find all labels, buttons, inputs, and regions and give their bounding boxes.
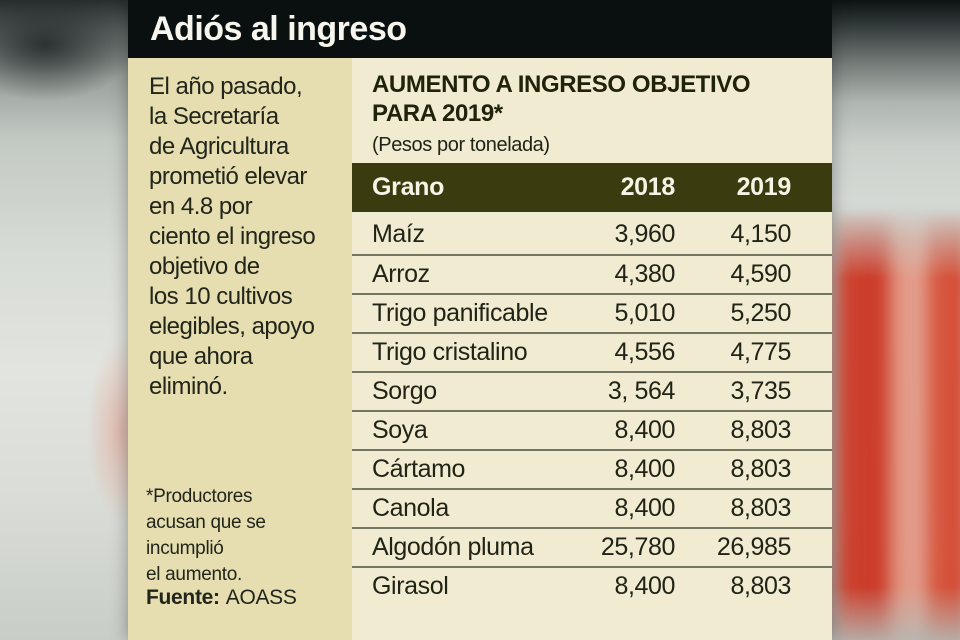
footnote: *Productores acusan que se incumplió el … bbox=[146, 486, 266, 585]
table-rows: Maíz 3,960 4,150 Arroz 4,380 4,590 Trigo… bbox=[352, 215, 832, 605]
cell-grano: Canola bbox=[372, 494, 449, 522]
cell-2019: 8,803 bbox=[730, 572, 791, 600]
cell-2018: 3, 564 bbox=[607, 377, 676, 405]
table-row: Canola 8,400 8,803 bbox=[352, 488, 832, 527]
cell-2018: 3,960 bbox=[614, 220, 675, 248]
cell-grano: Trigo panificable bbox=[372, 299, 548, 327]
cell-2019: 4,150 bbox=[730, 220, 791, 248]
cell-2019: 3,735 bbox=[730, 377, 791, 405]
cell-2018: 8,400 bbox=[614, 572, 675, 600]
table-row: Cártamo 8,400 8,803 bbox=[352, 449, 832, 488]
cell-2018: 8,400 bbox=[614, 494, 675, 522]
table-row: Sorgo 3, 564 3,735 bbox=[352, 371, 832, 410]
cell-2018: 8,400 bbox=[614, 455, 675, 483]
intro-paragraph: El año pasado, la Secretaría de Agricult… bbox=[149, 73, 316, 400]
table-row: Arroz 4,380 4,590 bbox=[352, 254, 832, 293]
source-value: AOASS bbox=[225, 586, 297, 609]
column-header-grano: Grano bbox=[372, 173, 445, 201]
table-subtitle: (Pesos por tonelada) bbox=[372, 134, 550, 156]
cell-2018: 25,780 bbox=[600, 533, 675, 561]
cell-2019: 8,803 bbox=[730, 416, 791, 444]
table-row: Girasol 8,400 8,803 bbox=[352, 566, 832, 605]
cell-2018: 5,010 bbox=[614, 299, 675, 327]
cell-grano: Cártamo bbox=[372, 455, 466, 483]
cell-grano: Sorgo bbox=[372, 377, 437, 405]
cell-2018: 8,400 bbox=[614, 416, 675, 444]
sidebar: El año pasado, la Secretaría de Agricult… bbox=[128, 58, 352, 640]
table-row: Maíz 3,960 4,150 bbox=[352, 215, 832, 254]
column-header-2019: 2019 bbox=[736, 173, 792, 201]
cell-grano: Soya bbox=[372, 416, 428, 444]
cell-grano: Algodón pluma bbox=[372, 533, 534, 561]
table-title: AUMENTO A INGRESO OBJETIVO PARA 2019* bbox=[372, 71, 751, 127]
cell-grano: Arroz bbox=[372, 260, 430, 288]
cell-grano: Girasol bbox=[372, 572, 449, 600]
source-line: Fuente: AOASS bbox=[146, 586, 297, 610]
cell-2019: 8,803 bbox=[730, 494, 791, 522]
card-body: El año pasado, la Secretaría de Agricult… bbox=[128, 58, 832, 640]
background-left-blur bbox=[0, 0, 130, 640]
cell-grano: Maíz bbox=[372, 220, 425, 248]
title-banner: Adiós al ingreso bbox=[128, 0, 832, 58]
table-panel: AUMENTO A INGRESO OBJETIVO PARA 2019* (P… bbox=[352, 58, 832, 640]
page-title: Adiós al ingreso bbox=[150, 9, 407, 48]
table-row: Trigo cristalino 4,556 4,775 bbox=[352, 332, 832, 371]
red-object-blur bbox=[826, 208, 960, 640]
table-row: Algodón pluma 25,780 26,985 bbox=[352, 527, 832, 566]
source-label: Fuente: bbox=[146, 586, 220, 609]
infographic-card: Adiós al ingreso El año pasado, la Secre… bbox=[128, 0, 832, 640]
table-row: Soya 8,400 8,803 bbox=[352, 410, 832, 449]
column-header-2018: 2018 bbox=[620, 173, 676, 201]
cell-2019: 8,803 bbox=[730, 455, 791, 483]
table-row: Trigo panificable 5,010 5,250 bbox=[352, 293, 832, 332]
cell-2019: 26,985 bbox=[716, 533, 791, 561]
cell-2019: 4,775 bbox=[730, 338, 791, 366]
cell-2018: 4,556 bbox=[614, 338, 675, 366]
cell-grano: Trigo cristalino bbox=[372, 338, 528, 366]
cell-2019: 4,590 bbox=[730, 260, 791, 288]
table-header-row: Grano 2018 2019 bbox=[352, 163, 832, 212]
cell-2019: 5,250 bbox=[730, 299, 791, 327]
cell-2018: 4,380 bbox=[614, 260, 675, 288]
